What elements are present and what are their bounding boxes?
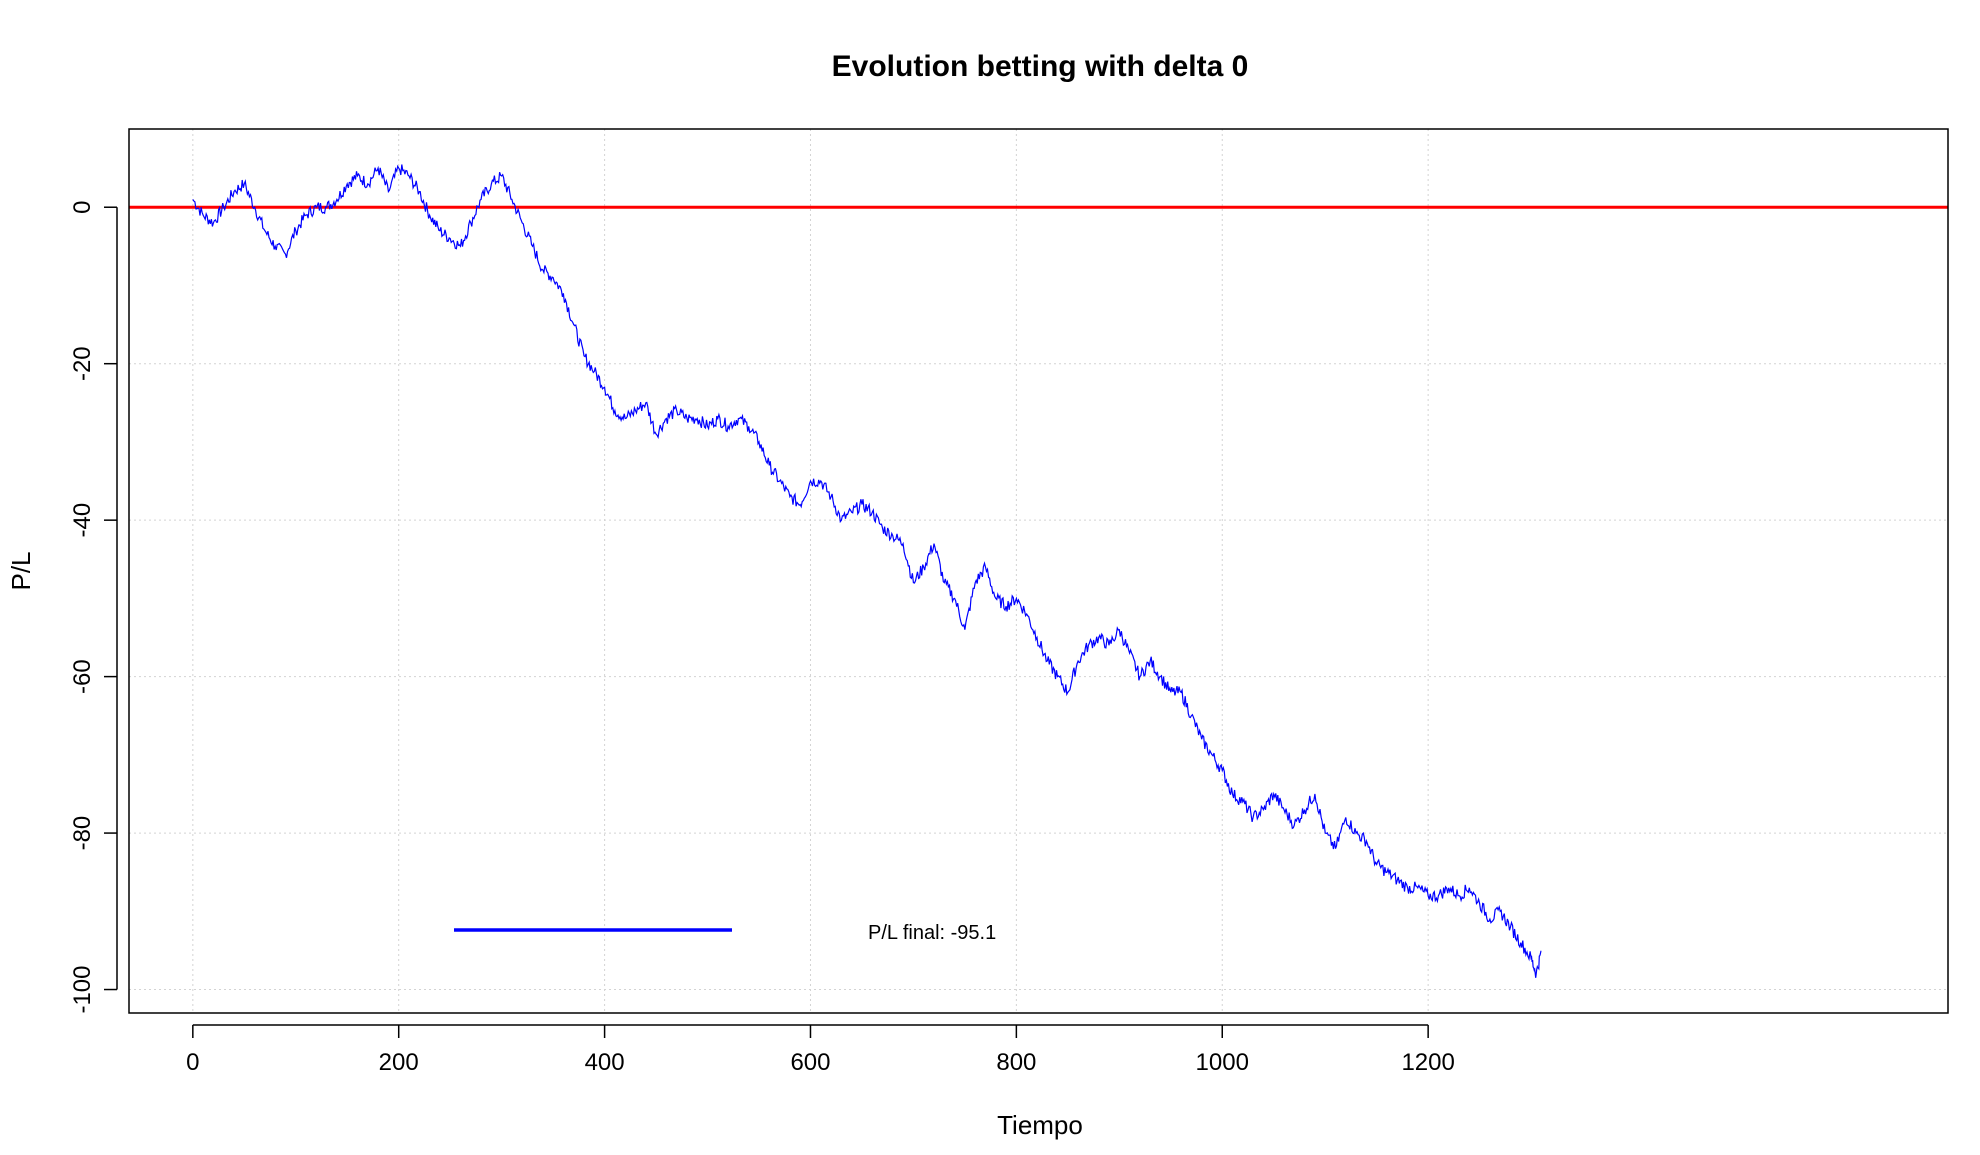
y-axis-label: P/L — [6, 551, 36, 590]
x-tick-label: 200 — [379, 1049, 419, 1076]
x-tick-label: 600 — [790, 1049, 830, 1076]
y-tick-label: -100 — [69, 966, 96, 1014]
grid-lines — [129, 129, 1948, 1013]
y-axis: 0 -20 -40 -60 -80 -100 — [69, 201, 118, 1014]
x-tick-label: 1200 — [1401, 1049, 1454, 1076]
x-axis: 0 200 400 600 800 1000 1200 — [186, 1024, 1455, 1076]
y-tick-label: -60 — [69, 659, 96, 694]
series-line — [192, 164, 1542, 978]
series-group — [192, 164, 1542, 978]
y-tick-label: -20 — [69, 346, 96, 381]
y-tick-label: 0 — [69, 201, 96, 214]
legend: P/L final: -95.1 — [454, 922, 996, 944]
legend-text: P/L final: -95.1 — [868, 922, 996, 944]
x-tick-label: 0 — [186, 1049, 199, 1076]
x-tick-label: 800 — [996, 1049, 1036, 1076]
x-tick-label: 400 — [585, 1049, 625, 1076]
plot-frame — [128, 128, 1949, 1014]
y-tick-label: -80 — [69, 816, 96, 851]
x-tick-label: 1000 — [1196, 1049, 1249, 1076]
x-axis-label: Tiempo — [997, 1110, 1083, 1140]
chart-title: Evolution betting with delta 0 — [832, 50, 1249, 83]
y-tick-label: -40 — [69, 503, 96, 538]
